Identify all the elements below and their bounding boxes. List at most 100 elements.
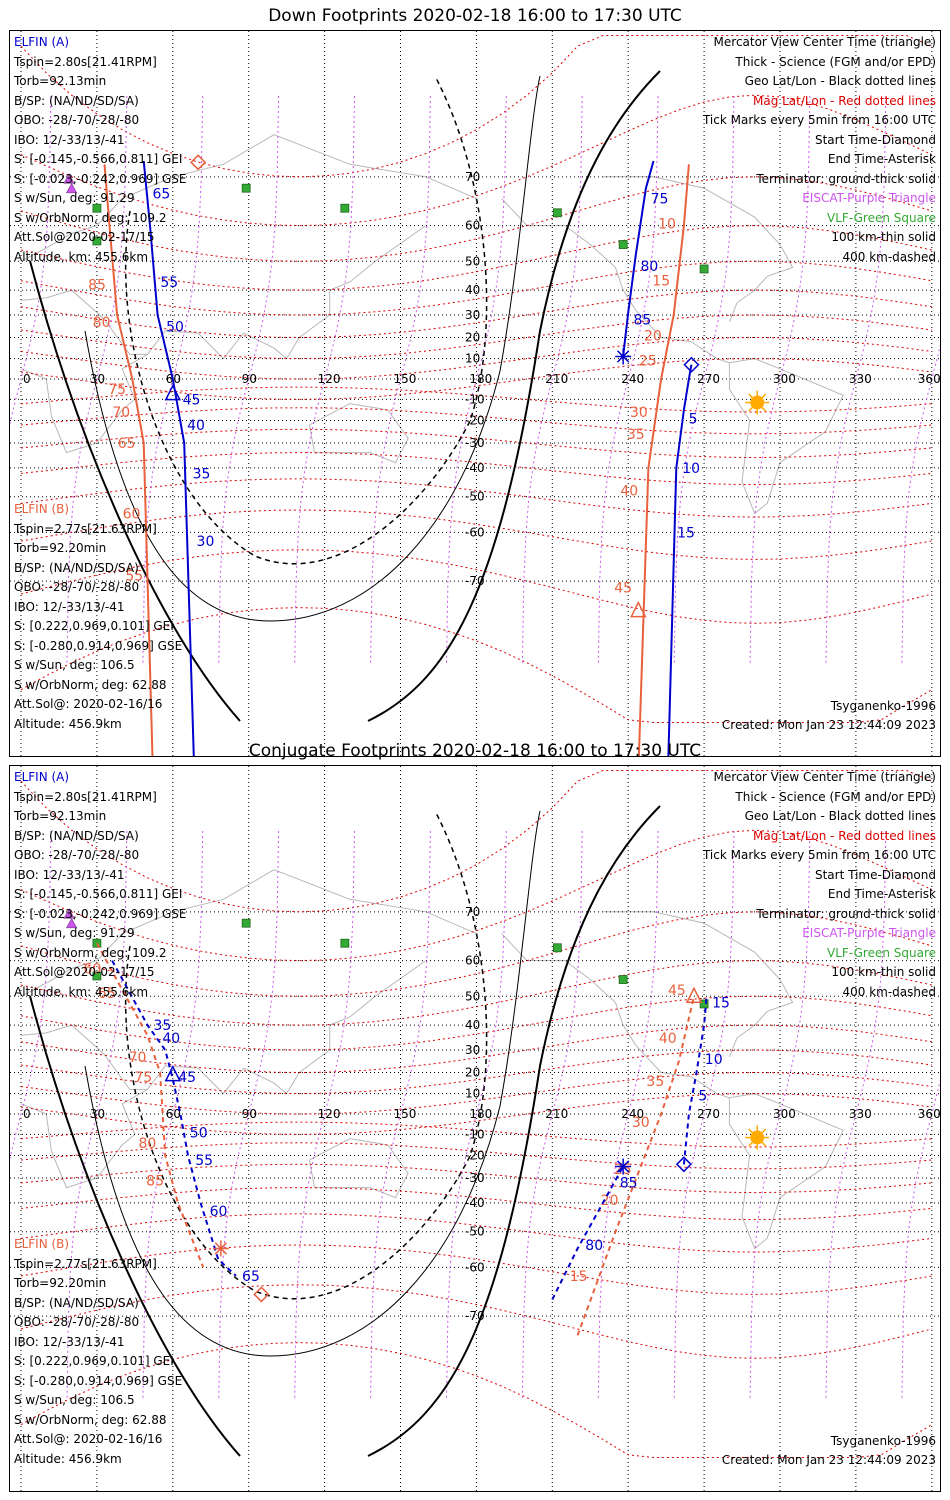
tick-minute-label: 10 <box>705 1052 723 1068</box>
lat-tick-label: 30 <box>465 1043 480 1057</box>
eiscat-triangle <box>65 182 78 194</box>
tick-minute-label: 35 <box>193 466 211 482</box>
mag-longitude-line <box>66 95 128 663</box>
legend-line: Thick - Science (FGM and/or EPD) <box>735 54 936 69</box>
mag-longitude-line <box>10 95 52 426</box>
info-line: Torb=92.20min <box>14 541 107 555</box>
info-line: Tspin=2.77s[21.63RPM] <box>14 521 157 536</box>
coastline <box>501 933 844 1250</box>
info-line: Altitude, km: 455.6km <box>14 984 149 999</box>
mag-latitude-line <box>20 1284 932 1359</box>
elfin-a-info: ELFIN (A) Tspin=2.80s[21.41RPM] Torb=92.… <box>14 33 187 267</box>
tick-minute-label: 20 <box>601 1193 619 1209</box>
info-line: S: [-0.023,-0.242,0.969] GSE <box>14 171 187 186</box>
lat-tick-label: -30 <box>465 436 485 450</box>
mag-longitude-line <box>673 830 735 1398</box>
info-line: S w/Sun, deg: 106.5 <box>14 1393 135 1407</box>
tick-minute-label: 70 <box>112 405 130 421</box>
tick-minute-label: 10 <box>682 461 700 477</box>
tick-minute-label: 85 <box>620 1176 638 1192</box>
elfin-b-info: ELFIN (B) Tspin=2.77s[21.63RPM] Torb=92.… <box>14 1235 182 1469</box>
tick-minute-label: 40 <box>162 1031 180 1047</box>
lat-tick-label: -40 <box>465 461 485 475</box>
sun-ray <box>761 1128 767 1134</box>
eiscat-triangle <box>63 908 75 919</box>
legend-line: Tick Marks every 5min from 16:00 UTC <box>702 113 936 127</box>
legend: Mercator View Center Time (triangle) Thi… <box>703 33 936 267</box>
lon-tick-label: 360 <box>918 372 941 386</box>
lon-tick-label: 90 <box>242 1107 257 1121</box>
lon-tick-label: 150 <box>394 372 417 386</box>
vlf-site-square <box>92 236 102 246</box>
mag-longitude-line <box>901 1079 940 1398</box>
legend-line: Geo Lat/Lon - Black dotted lines <box>744 809 936 823</box>
legend-line: 400 km-dashed <box>842 984 936 999</box>
info-line: S w/Sun, deg: 91.29 <box>14 191 135 205</box>
vlf-site-square <box>618 975 628 984</box>
lon-tick-label: 0 <box>23 1107 31 1121</box>
tick-minute-label: 85 <box>146 1173 164 1189</box>
info-line: S: [-0.280,0.914,0.969] GSE <box>14 1373 183 1388</box>
lat-tick-label: -20 <box>465 414 485 428</box>
tick-minute-label: 35 <box>627 427 645 443</box>
tick-minute-label: 60 <box>210 1204 228 1220</box>
lat-tick-label: 70 <box>465 905 480 919</box>
mag-longitude-line <box>597 95 659 663</box>
info-line: IBO: 12/-33/13/-41 <box>14 867 125 882</box>
vlf-site-square <box>552 208 562 218</box>
coastline <box>20 1088 148 1189</box>
eiscat-triangle <box>63 173 75 184</box>
elfin-a-track <box>111 960 237 1277</box>
tick-minute-label: 5 <box>698 1089 707 1105</box>
mag-longitude-line <box>749 830 811 1398</box>
mag-longitude-line <box>446 95 507 663</box>
info-line: B/SP: (NA/ND/SD/SA) <box>14 560 139 575</box>
tick-minute-label: 15 <box>677 525 695 541</box>
tick-minute-label: 15 <box>652 274 670 290</box>
elfin-b-header: ELFIN (B) <box>14 1237 70 1251</box>
info-line: S: [0.222,0.969,0.101] GEI <box>14 619 174 633</box>
info-line: Att.Sol@: 2020-02-16/16 <box>14 1432 163 1446</box>
info-line: Altitude, km: 455.6km <box>14 249 149 264</box>
lon-tick-label: 330 <box>849 372 872 386</box>
sun-ray <box>761 406 767 412</box>
coastline <box>20 869 477 997</box>
mag-latitude-line <box>20 428 932 459</box>
eiscat-triangle <box>65 917 78 929</box>
panel-1-title: Down Footprints 2020-02-18 16:00 to 17:3… <box>268 6 682 26</box>
lat-tick-label: -10 <box>465 392 485 406</box>
vlf-site-square <box>699 264 709 274</box>
mag-longitude-line <box>521 95 583 663</box>
mag-longitude-line <box>370 95 431 663</box>
legend-line: End Time-Asterisk <box>827 152 936 166</box>
info-line: S w/OrbNorm, deg: 62.88 <box>14 677 167 692</box>
mag-latitude-line <box>20 911 932 997</box>
mag-longitude-line <box>10 830 52 1161</box>
down-footprints-panel: 0 30 60 90 120 150 180 210 240 270 300 330 360 70 60 50… <box>9 30 941 757</box>
tick-minute-label: 40 <box>620 484 638 500</box>
elfin-b-track <box>96 942 205 1268</box>
tick-minute-label: 80 <box>93 315 111 331</box>
legend-line: Start Time-Diamond <box>814 132 936 147</box>
tick-minute-label: 55 <box>125 568 143 584</box>
tick-minute-label: 55 <box>160 275 178 291</box>
lat-tick-label: 40 <box>465 283 480 297</box>
mag-latitude-line <box>20 1163 932 1194</box>
lon-tick-label: 270 <box>697 372 720 386</box>
lat-tick-label: 40 <box>465 1018 480 1032</box>
lat-tick-label: 60 <box>465 954 480 968</box>
tick-minute-label: 40 <box>659 1031 677 1047</box>
info-line: S w/OrbNorm, deg: 109.2 <box>14 945 167 960</box>
tick-minute-label: 65 <box>118 436 136 452</box>
elfin-a-header: ELFIN (A) <box>14 35 70 49</box>
tick-minute-label: 5 <box>689 411 698 427</box>
vlf-site-square <box>340 938 350 948</box>
mag-longitude-line <box>218 830 280 1398</box>
elfin-a-track <box>142 160 195 756</box>
sun-ray <box>761 393 767 399</box>
mag-longitude-line <box>521 830 583 1398</box>
elfin-a-track <box>682 996 708 1165</box>
vlf-site-square <box>618 240 628 249</box>
lon-tick-label: 30 <box>90 372 105 386</box>
elfin-a-end-asterisk <box>616 1160 630 1173</box>
